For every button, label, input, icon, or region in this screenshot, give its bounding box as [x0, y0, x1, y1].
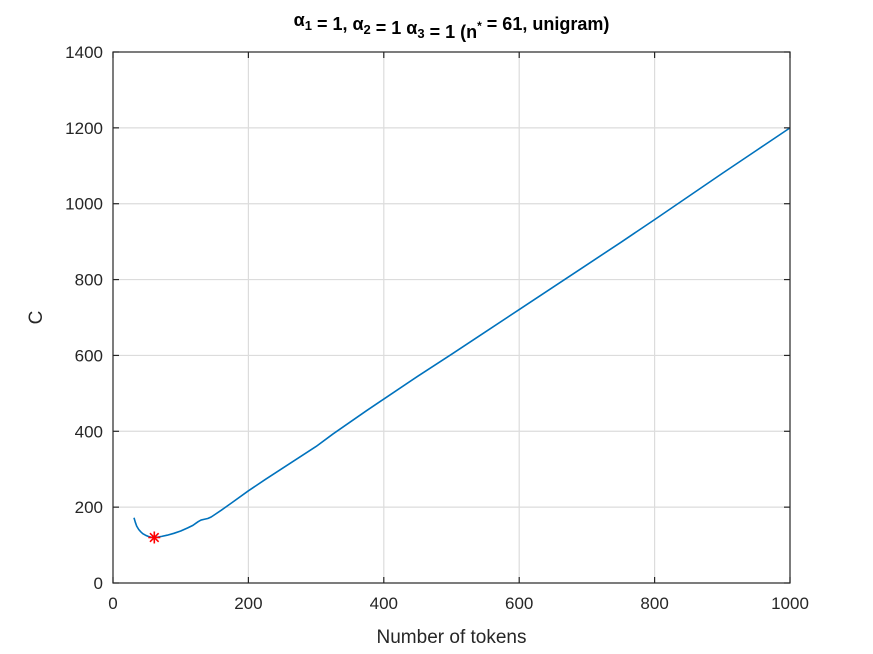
- y-tick-label: 400: [75, 422, 103, 441]
- x-tick-label: 200: [234, 594, 262, 613]
- y-tick-label: 200: [75, 498, 103, 517]
- x-tick-label: 600: [505, 594, 533, 613]
- y-tick-label: 1200: [65, 119, 103, 138]
- plot-area-frame: [112, 51, 791, 584]
- y-tick-label: 0: [94, 574, 103, 593]
- grid: [113, 52, 790, 583]
- x-axis-label: Number of tokens: [377, 627, 527, 648]
- series-line: [133, 127, 791, 539]
- y-tick-label: 1400: [65, 43, 103, 62]
- marker-layer: [148, 531, 161, 544]
- x-tick-label: 0: [108, 594, 117, 613]
- minimum-marker: [148, 531, 161, 544]
- y-axis-label: C: [26, 311, 47, 325]
- x-tick-label: 400: [370, 594, 398, 613]
- y-tick-label: 800: [75, 271, 103, 290]
- y-tick-label: 1000: [65, 195, 103, 214]
- y-tick-label: 600: [75, 346, 103, 365]
- x-tick-labels: 0 200 400 600 800 1000: [108, 594, 809, 613]
- x-tick-label: 1000: [771, 594, 809, 613]
- x-tick-label: 800: [640, 594, 668, 613]
- chart-title: α1 = 1, α2 = 1 α3 = 1 (n* = 61, unigram): [294, 10, 610, 42]
- series-layer: [133, 127, 791, 539]
- ticks: [112, 51, 791, 584]
- y-tick-labels: 0 200 400 600 800 1000 1200 1400: [65, 43, 103, 593]
